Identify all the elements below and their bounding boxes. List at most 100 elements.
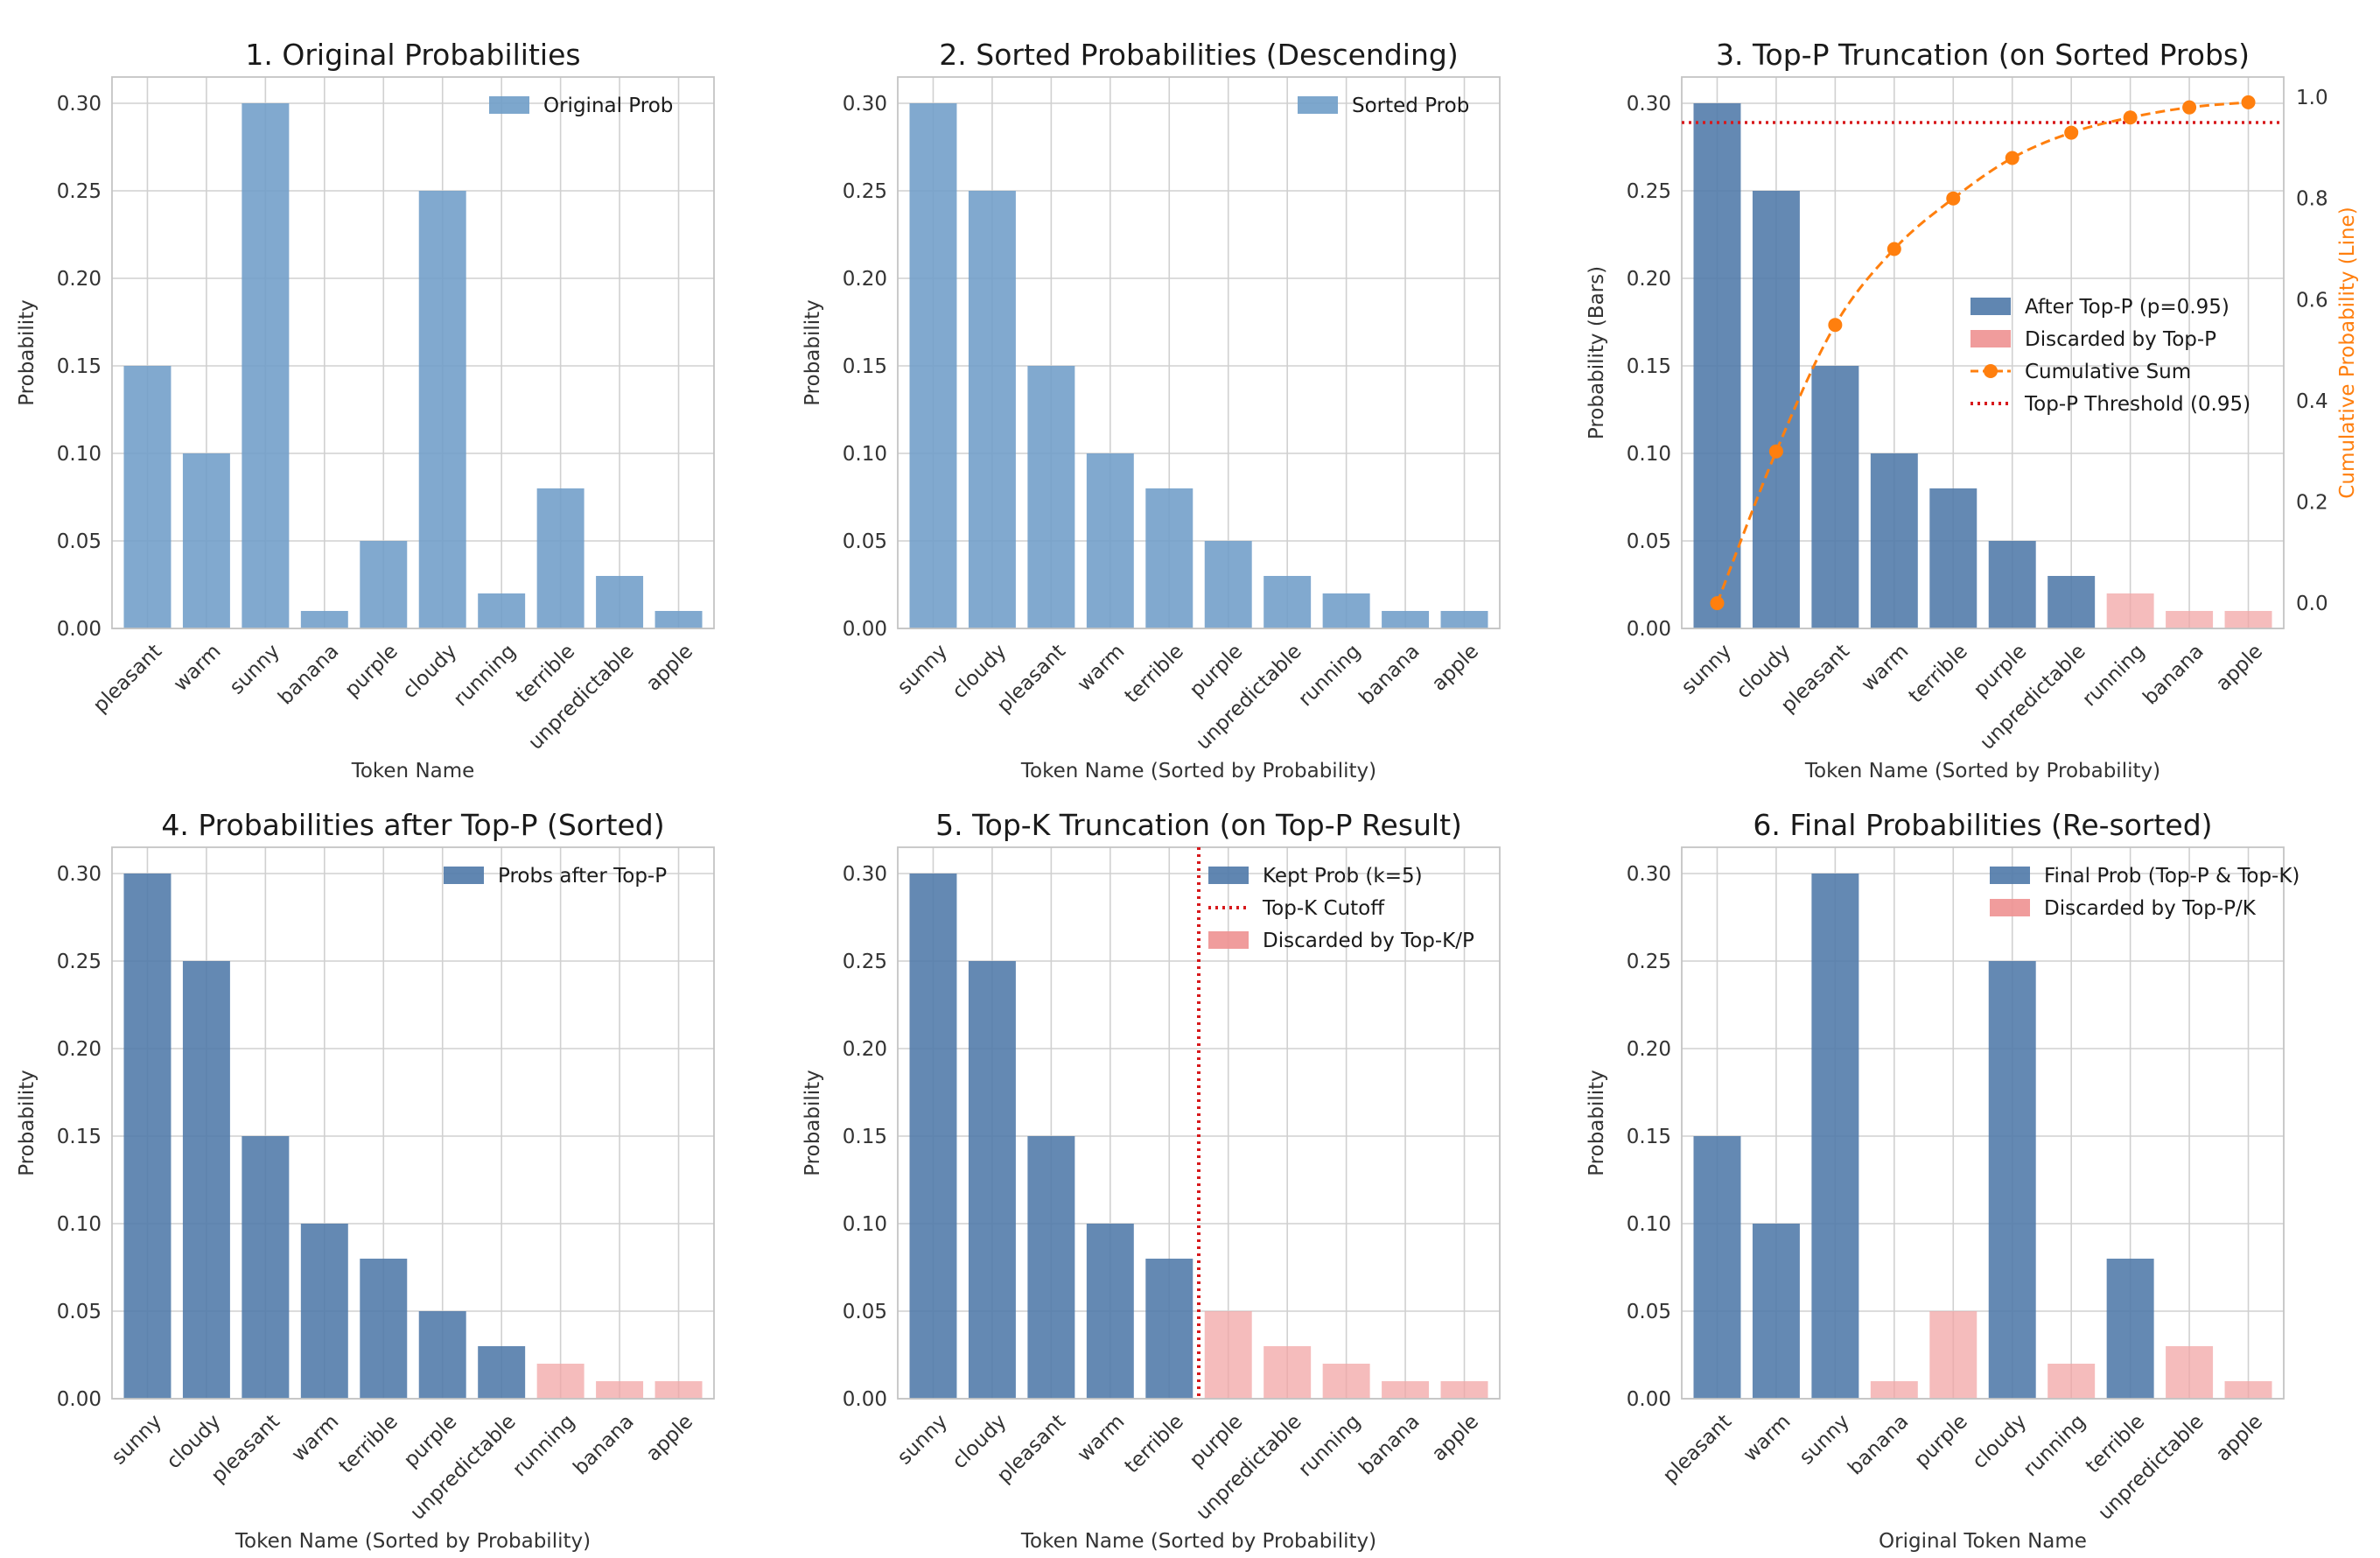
x-tick-label: unpredictable [2094, 1410, 2208, 1525]
x-tick-label: banana [274, 640, 343, 709]
bar-warm [1752, 1224, 1800, 1399]
legend: After Top-P (p=0.95) Discarded by Top-P Cu… [1970, 296, 2250, 416]
y-axis-label: Probability [16, 299, 38, 406]
x-tick-label: sunny [1796, 1410, 1854, 1469]
chart-final: 6. Final Probabilities (Re-sorted) 0.00 0.… [1586, 808, 2300, 1553]
plot-frame [111, 846, 715, 1400]
legend-swatch [489, 96, 529, 114]
bar-pleasant [242, 1136, 290, 1399]
bar-apple [1440, 611, 1488, 628]
bar-cloudy [1752, 191, 1800, 628]
y-tick-label: 0.10 [57, 443, 102, 466]
x-tick-label: running [450, 640, 521, 711]
y-tick-label: 0.10 [843, 1213, 887, 1236]
y-tick-label: 0.05 [843, 1301, 887, 1323]
legend-swatch [1208, 931, 1249, 949]
x-tick-label: warm [1740, 1410, 1796, 1466]
y2-tick-label: 0.2 [2296, 492, 2328, 515]
y2-tick-label: 1.0 [2296, 87, 2328, 109]
bar-running [2106, 593, 2154, 628]
x-axis-label: Token Name [351, 760, 475, 783]
chart-topp: 3. Top-P Truncation (on Sorted Probs) 0.0… [1586, 38, 2359, 783]
x-tick-label: running [1294, 1410, 1365, 1481]
plot-frame [111, 76, 715, 629]
bar-purple [1929, 1311, 1978, 1399]
chart-title: 3. Top-P Truncation (on Sorted Probs) [1716, 38, 2250, 72]
bar-banana [596, 1381, 644, 1399]
x-tick-label: terrible [1121, 1410, 1188, 1477]
x-tick-label: banana [1844, 1410, 1913, 1479]
chart-sorted: 2. Sorted Probabilities (Descending) 0.00… [802, 38, 1501, 783]
bar-warm [1086, 1224, 1134, 1399]
bar-unpredictable [2048, 576, 2096, 628]
x-tick-label: unpredictable [1192, 640, 1306, 754]
x-tick-label: unpredictable [406, 1410, 521, 1525]
legend: Final Prob (Top-P & Top-K) Discarded by T… [1990, 865, 2300, 920]
bar-pleasant [1811, 366, 1859, 628]
bar-purple [1204, 541, 1252, 628]
legend-swatch [1970, 330, 2011, 347]
chart-after-topp: 4. Probabilities after Top-P (Sorted) 0.0… [16, 808, 715, 1553]
bar-sunny [123, 874, 172, 1399]
y-tick-label: 0.25 [1627, 180, 1671, 203]
bar-running [536, 1364, 584, 1399]
bar-sunny [909, 874, 957, 1399]
y-tick-label: 0.25 [57, 951, 102, 973]
x-tick-label: banana [569, 1410, 638, 1479]
y-tick-label: 0.25 [57, 180, 102, 203]
x-tick-label: apple [1428, 640, 1484, 696]
x-tick-label: apple [642, 1410, 698, 1466]
chart-title: 6. Final Probabilities (Re-sorted) [1753, 808, 2212, 842]
bar-pleasant [123, 366, 172, 628]
x-tick-label: warm [170, 640, 226, 696]
y-axis-label: Probability [802, 299, 824, 406]
x-tick-label: pleasant [89, 640, 166, 717]
bar-banana [1382, 611, 1430, 628]
bar-purple [1204, 1311, 1252, 1399]
y-tick-label: 0.00 [843, 618, 887, 641]
bar-running [1322, 1364, 1370, 1399]
plot-frame [1681, 846, 2285, 1400]
y-tick-label: 0.30 [1627, 93, 1671, 116]
y-tick-label: 0.20 [57, 268, 102, 291]
cumulative-point-unpredictable [2064, 125, 2079, 140]
x-tick-label: warm [1074, 1410, 1130, 1466]
y-axis-label: Probability [1586, 1070, 1608, 1176]
cumulative-point-apple [2241, 95, 2256, 109]
bar-apple [654, 1381, 703, 1399]
y-tick-label: 0.10 [1627, 1213, 1671, 1236]
legend-label: Discarded by Top-K/P [1263, 930, 1474, 952]
x-tick-label: purple [340, 640, 402, 702]
plot-frame [897, 76, 1501, 629]
bar-purple [360, 541, 408, 628]
bar-pleasant [1693, 1136, 1741, 1399]
bar-apple [2224, 611, 2272, 628]
y-tick-label: 0.25 [843, 951, 887, 973]
bar-banana [2166, 611, 2214, 628]
cumulative-point-purple [2005, 151, 2020, 165]
x-tick-label: sunny [1677, 640, 1736, 698]
y-tick-label: 0.00 [1627, 618, 1671, 641]
x-tick-label: unpredictable [1976, 640, 2090, 754]
bar-sunny [242, 103, 290, 628]
y-tick-label: 0.15 [57, 1126, 102, 1148]
x-tick-label: running [508, 1410, 579, 1481]
bar-unpredictable [1264, 576, 1312, 628]
x-tick-label: banana [1354, 1410, 1424, 1479]
x-tick-label: sunny [893, 640, 952, 698]
y-tick-label: 0.05 [57, 1301, 102, 1323]
x-axis-label: Token Name (Sorted by Probability) [1804, 760, 2160, 783]
x-tick-label: warm [1858, 640, 1914, 696]
x-tick-label: banana [1354, 640, 1424, 709]
x-tick-label: banana [2138, 640, 2208, 709]
legend-label: Original Prob [543, 95, 673, 117]
legend-swatch [444, 867, 484, 884]
y2-tick-label: 0.6 [2296, 289, 2328, 312]
y-tick-label: 0.20 [843, 268, 887, 291]
bar-running [478, 593, 526, 628]
x-tick-label: unpredictable [1192, 1410, 1306, 1525]
y-tick-label: 0.30 [1627, 863, 1671, 886]
x-tick-label: terrible [1121, 640, 1188, 707]
y-tick-label: 0.05 [57, 530, 102, 553]
